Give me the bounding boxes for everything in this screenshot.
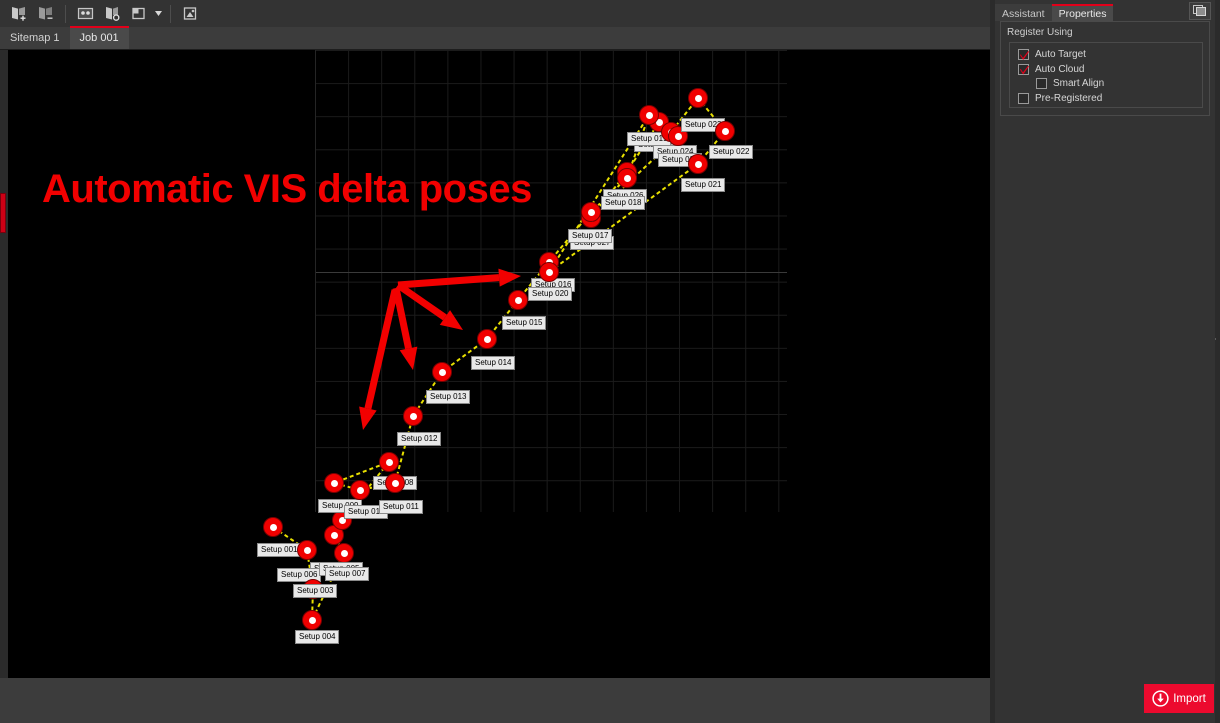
scan-marker-label[interactable]: Setup 004 — [295, 630, 340, 644]
scan-marker-label[interactable]: Setup 003 — [293, 584, 338, 598]
scan-marker[interactable] — [617, 168, 637, 188]
scan-marker[interactable] — [334, 543, 354, 563]
scan-marker-label[interactable]: Setup 011 — [379, 500, 423, 514]
scan-marker[interactable] — [477, 329, 497, 349]
checkbox-unchecked-icon[interactable] — [1018, 92, 1029, 104]
annotation-arrow-head-3 — [359, 406, 377, 430]
scan-marker-label[interactable]: Setup 012 — [397, 432, 442, 446]
scan-marker[interactable] — [297, 540, 317, 560]
scan-marker[interactable] — [385, 473, 405, 493]
scan-marker-label[interactable]: Setup 021 — [681, 178, 726, 192]
add-scan-icon[interactable] — [6, 3, 31, 24]
annotation-arrow-head-2 — [399, 346, 418, 370]
register-using-group: Auto Target Auto Cloud Smart Align Pre-Regi… — [1009, 42, 1203, 108]
annotation-arrow-shaft-2 — [392, 287, 412, 350]
scan-marker[interactable] — [688, 154, 708, 174]
panel-tab-bar: Assistant Properties — [995, 4, 1215, 21]
tab-job-001[interactable]: Job 001 — [69, 26, 129, 49]
scan-marker-label[interactable]: Setup 017 — [568, 229, 613, 243]
scan-marker[interactable] — [715, 121, 735, 141]
document-tab-bar: Sitemap 1 Job 001 — [0, 26, 990, 50]
scan-settings-icon[interactable] — [100, 3, 125, 24]
region-select-icon[interactable] — [127, 3, 152, 24]
dropdown-caret-icon[interactable] — [154, 3, 163, 24]
panel-splitter[interactable] — [990, 0, 995, 723]
scan-marker[interactable] — [324, 525, 344, 545]
annotation-arrow-layer — [359, 268, 521, 430]
tab-assistant[interactable]: Assistant — [995, 4, 1052, 21]
scan-map-canvas[interactable]: Automatic VIS delta poses Setup 001 Setup… — [8, 50, 990, 678]
scan-marker-label[interactable]: Setup 018 — [601, 196, 646, 210]
left-edge-strip — [0, 50, 8, 678]
scan-marker-label[interactable]: Setup 001 — [257, 543, 302, 557]
annotation-arrow-shaft-3 — [364, 289, 399, 410]
checkbox-checked-icon[interactable] — [1018, 63, 1029, 75]
scan-marker[interactable] — [403, 406, 423, 426]
scan-marker-label[interactable]: Setup 007 — [325, 567, 370, 581]
maximize-icon[interactable] — [1189, 2, 1211, 20]
scan-marker-label[interactable]: Setup 013 — [426, 390, 471, 404]
checkbox-label: Smart Align — [1053, 78, 1105, 89]
download-circle-icon — [1152, 690, 1169, 707]
tab-properties[interactable]: Properties — [1051, 4, 1114, 21]
toolbar-separator-1 — [65, 4, 66, 23]
canvas-axis-vertical — [315, 50, 316, 512]
scan-marker[interactable] — [432, 362, 452, 382]
tab-sitemap-1[interactable]: Sitemap 1 — [0, 27, 70, 49]
import-button[interactable]: Import — [1144, 684, 1214, 713]
annotation-arrow-head-1 — [439, 310, 463, 330]
scan-marker[interactable] — [688, 88, 708, 108]
scan-marker[interactable] — [508, 290, 528, 310]
remove-scan-icon[interactable] — [33, 3, 58, 24]
import-images-icon[interactable] — [73, 3, 98, 24]
properties-panel: Assistant Properties Register Using Auto… — [995, 0, 1215, 723]
checkbox-row-smart-align[interactable]: Smart Align — [1036, 78, 1104, 89]
annotation-arrow-shaft-1 — [396, 282, 447, 321]
scan-marker-label[interactable]: Setup 020 — [528, 287, 573, 301]
scan-marker[interactable] — [350, 480, 370, 500]
register-using-caption: Register Using — [1007, 27, 1073, 38]
checkbox-checked-icon[interactable] — [1018, 49, 1029, 60]
scan-marker-label[interactable]: Setup 022 — [709, 145, 754, 159]
checkbox-row-auto-target[interactable]: Auto Target — [1018, 49, 1086, 60]
checkbox-row-auto-cloud[interactable]: Auto Cloud — [1018, 63, 1085, 75]
scan-marker[interactable] — [324, 473, 344, 493]
checkbox-row-pre-registered[interactable]: Pre-Registered — [1018, 92, 1103, 104]
scan-marker-label[interactable]: Setup 014 — [471, 356, 516, 370]
scan-marker[interactable] — [263, 517, 283, 537]
register-using-section: Register Using Auto Target Auto Cloud Smar… — [1000, 21, 1210, 116]
snapshot-icon[interactable] — [178, 3, 203, 24]
scan-marker[interactable] — [581, 202, 601, 222]
scan-marker-label[interactable]: Setup 015 — [502, 316, 547, 330]
annotation-arrow-head-0 — [498, 268, 521, 287]
scan-marker[interactable] — [539, 262, 559, 282]
panel-expand-handle[interactable] — [0, 193, 6, 233]
checkbox-label: Pre-Registered — [1035, 92, 1103, 104]
annotation-arrow-shaft-0 — [397, 274, 500, 289]
scan-marker[interactable] — [302, 610, 322, 630]
import-button-label: Import — [1173, 692, 1206, 705]
scan-marker[interactable] — [639, 105, 659, 125]
footer-bar — [0, 678, 990, 723]
toolbar-separator-2 — [170, 4, 171, 23]
checkbox-label: Auto Target — [1035, 49, 1086, 60]
annotation-headline: Automatic VIS delta poses — [42, 167, 532, 211]
checkbox-unchecked-icon[interactable] — [1036, 78, 1047, 89]
main-toolbar — [0, 0, 990, 27]
checkbox-label: Auto Cloud — [1035, 63, 1085, 75]
scan-marker[interactable] — [379, 452, 399, 472]
